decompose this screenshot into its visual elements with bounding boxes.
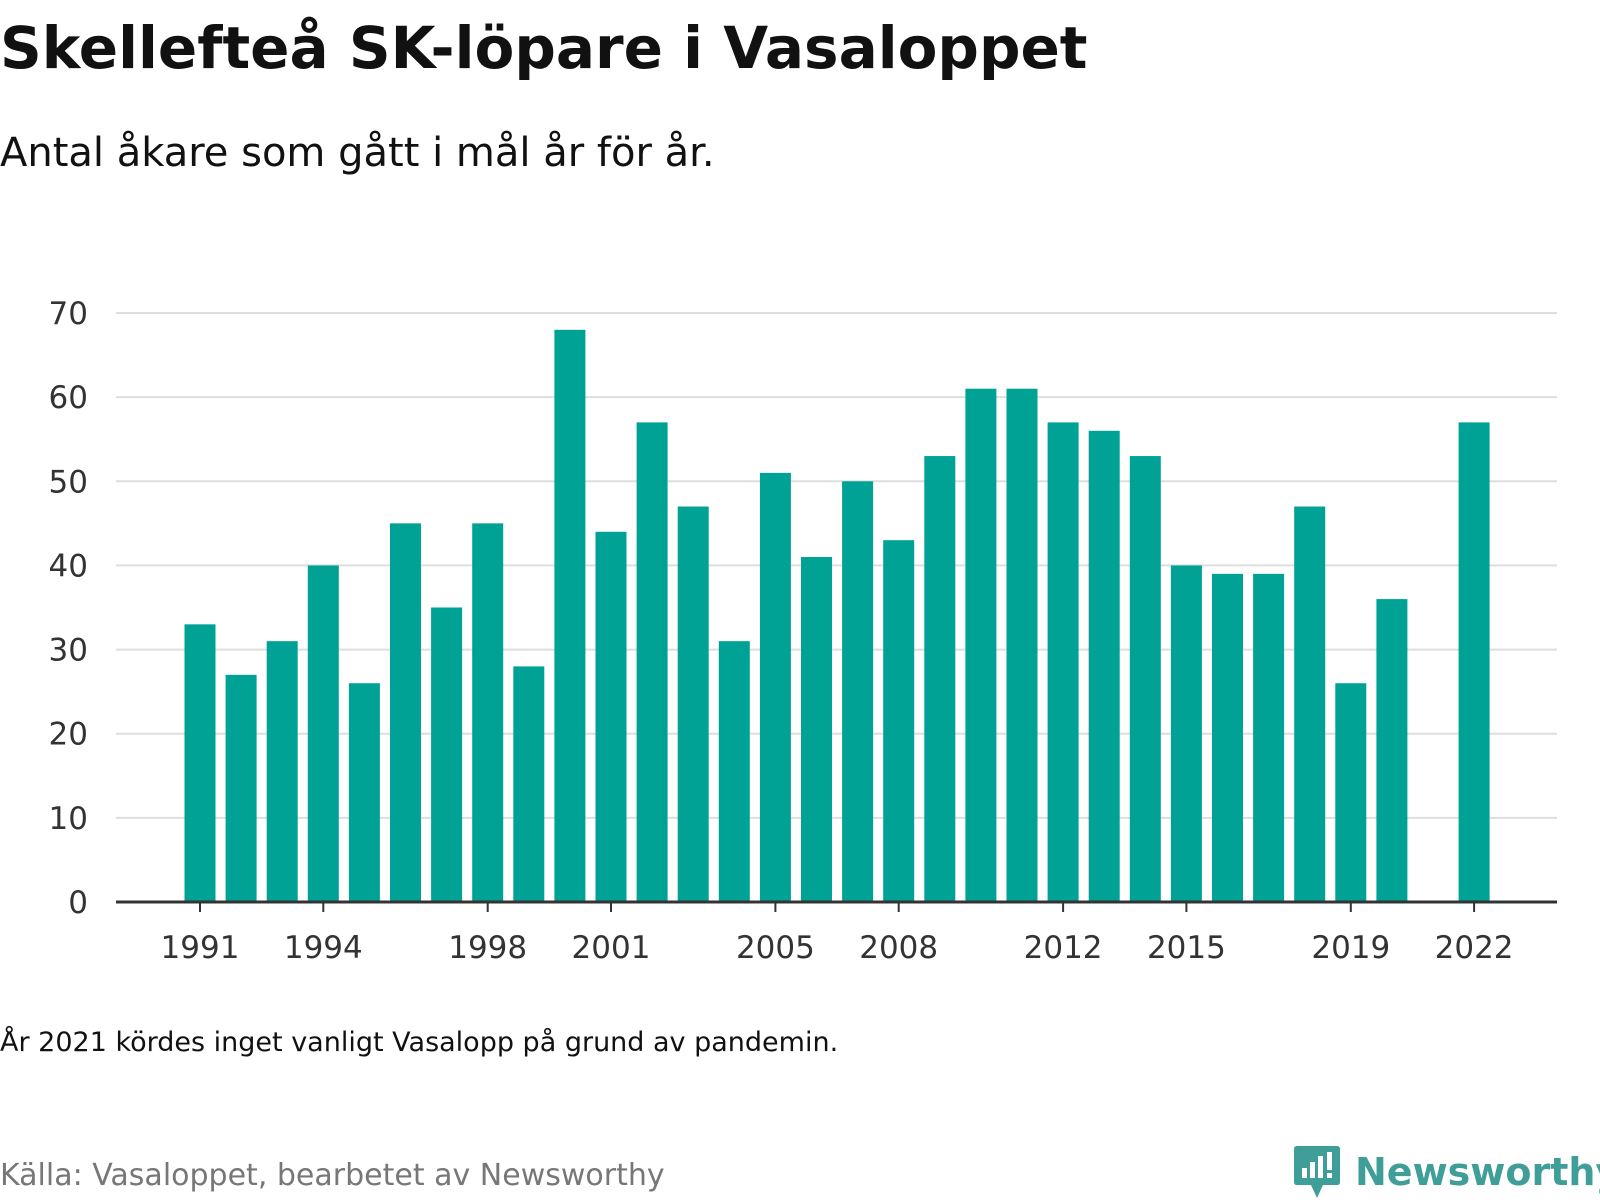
y-tick-label: 50 — [49, 464, 88, 500]
y-tick-label: 0 — [68, 885, 88, 921]
bar-2016 — [1212, 573, 1243, 902]
y-axis-labels: 0 10 20 30 40 50 60 70 — [49, 296, 88, 921]
bar-2005 — [759, 472, 791, 902]
bar-1996 — [390, 523, 421, 902]
x-axis — [116, 900, 1557, 912]
bar-2006 — [801, 557, 832, 902]
x-tick-label: 2022 — [1435, 930, 1514, 966]
x-tick-label: 1998 — [448, 930, 527, 966]
x-tick-label: 2005 — [736, 930, 815, 966]
x-axis-labels: 1991 1994 1998 2001 2005 2008 2012 2015 2019 2022 — [161, 930, 1514, 966]
bar-2011 — [1006, 388, 1038, 902]
bars — [184, 329, 1490, 902]
bar-1995 — [348, 683, 380, 902]
y-tick-label: 30 — [49, 633, 88, 669]
x-tick-label: 1991 — [161, 930, 240, 966]
source-credit: Källa: Vasaloppet, bearbetet av Newswort… — [0, 1158, 665, 1193]
chart-title: Skellefteå SK-löpare i Vasaloppet — [0, 14, 1088, 82]
bar-1999 — [513, 666, 545, 902]
bar-2015 — [1170, 565, 1202, 902]
y-tick-label: 40 — [49, 548, 88, 584]
bar-2020 — [1376, 599, 1408, 902]
bar-2004 — [718, 641, 750, 902]
x-tick-label: 2012 — [1024, 930, 1103, 966]
bar-2022 — [1458, 422, 1490, 902]
bar-2010 — [965, 388, 997, 902]
x-tick-label: 2008 — [859, 930, 938, 966]
newsworthy-logo: Newsworthy — [1293, 1142, 1600, 1202]
x-tick-label: 2015 — [1147, 930, 1226, 966]
bar-2012 — [1047, 422, 1079, 902]
bar-1993 — [266, 641, 298, 902]
bar-2019 — [1335, 683, 1367, 902]
bar-2017 — [1253, 573, 1285, 902]
bar-1998 — [472, 523, 504, 902]
y-tick-label: 60 — [49, 380, 88, 416]
y-tick-label: 10 — [49, 801, 88, 837]
brand-name: Newsworthy — [1355, 1150, 1600, 1194]
bar-1991 — [184, 624, 216, 902]
bar-2001 — [595, 531, 627, 902]
bar-2013 — [1088, 430, 1120, 902]
footnote: År 2021 kördes inget vanligt Vasalopp på… — [0, 1027, 839, 1058]
y-tick-label: 70 — [49, 296, 88, 332]
bar-2009 — [924, 456, 956, 902]
bar-2000 — [554, 329, 586, 902]
chart-subtitle: Antal åkare som gått i mål år för år. — [0, 130, 715, 176]
bar-2018 — [1294, 506, 1326, 902]
bar-chart: 0 10 20 30 40 50 60 70 1991 1994 1998 2001 2005 2008… — [49, 296, 1557, 966]
newsworthy-chart-bubble-icon — [1294, 1146, 1340, 1198]
x-tick-label: 1994 — [284, 930, 363, 966]
bar-2014 — [1129, 456, 1161, 902]
bar-1997 — [431, 607, 463, 902]
y-tick-label: 20 — [49, 717, 88, 753]
bar-1994 — [307, 565, 339, 902]
bar-2008 — [883, 540, 915, 902]
bar-1992 — [225, 674, 257, 902]
x-tick-label: 2001 — [572, 930, 651, 966]
bar-2007 — [842, 481, 874, 902]
bar-2003 — [677, 506, 709, 902]
bar-2002 — [636, 422, 668, 902]
x-tick-label: 2019 — [1311, 930, 1390, 966]
